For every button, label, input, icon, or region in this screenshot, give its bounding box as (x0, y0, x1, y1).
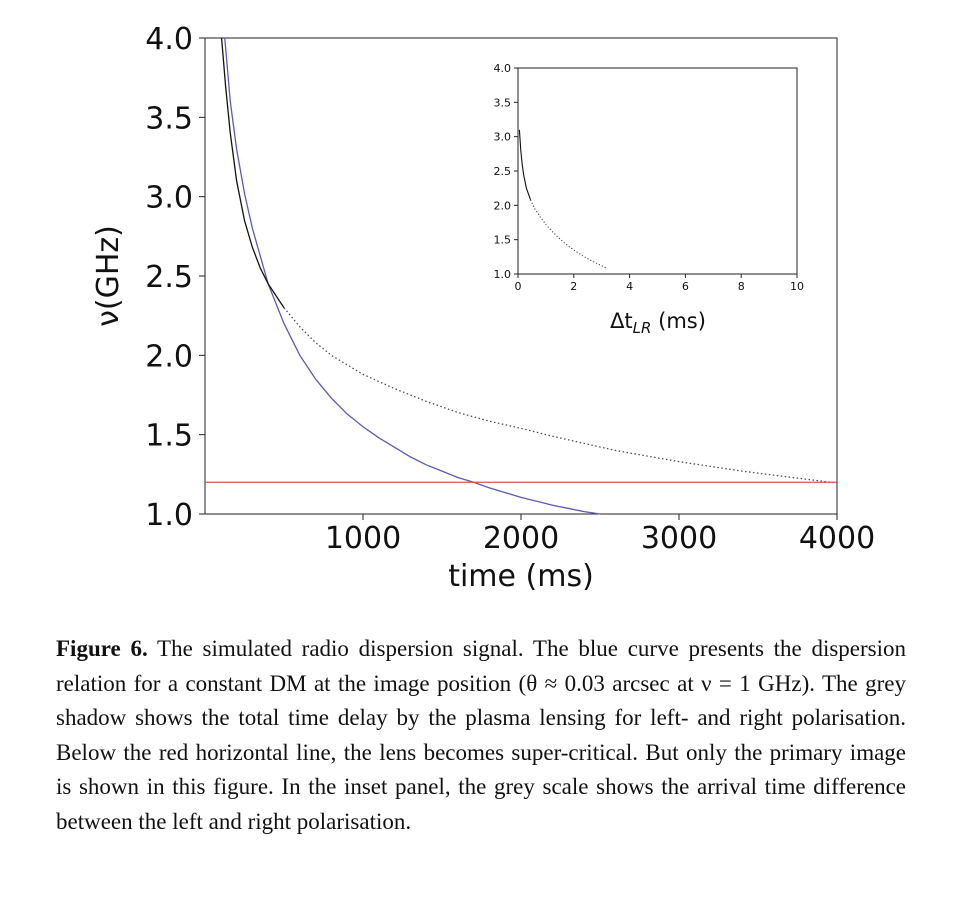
figure-caption: Figure 6. The simulated radio dispersion… (56, 632, 906, 839)
inset-panel: 1.0 1.5 2.0 2.5 3.0 3.5 4.0 0 2 4 6 8 10 ΔtLR (ms) (494, 62, 805, 337)
main-series-1-dotted (283, 307, 838, 484)
main-series-1-solid (220, 37, 285, 309)
caption-label: Figure 6. (56, 636, 148, 661)
main-y-tick-label: 1.5 (145, 419, 193, 454)
inset-series-0-dotted (530, 199, 608, 270)
inset-y-tick-label: 2.5 (494, 165, 512, 178)
inset-x-tick-label: 0 (515, 280, 522, 293)
inset-y-tick-label: 2.0 (494, 199, 512, 212)
caption-text: The simulated radio dispersion signal. T… (56, 636, 906, 834)
inset-y-tick-label: 3.0 (494, 131, 512, 144)
main-x-tick-label: 2000 (483, 521, 559, 556)
main-y-tick-label: 2.5 (145, 260, 193, 295)
main-x-tick-label: 4000 (799, 521, 875, 556)
main-y-tick-label: 3.5 (145, 101, 193, 136)
inset-x-tick-label: 2 (570, 280, 577, 293)
inset-x-tick-label: 6 (682, 280, 689, 293)
main-series-group (205, 37, 838, 515)
main-x-tick-label: 3000 (641, 521, 717, 556)
main-series-0-line (224, 37, 601, 515)
inset-y-tick-label: 1.5 (494, 234, 512, 247)
inset-x-tick-label: 10 (790, 280, 804, 293)
inset-x-ticks: 0 2 4 6 8 10 (515, 274, 804, 293)
inset-y-tick-label: 1.0 (494, 268, 512, 281)
main-y-tick-label: 1.0 (145, 498, 193, 533)
main-y-tick-label: 3.0 (145, 181, 193, 216)
main-y-ticks: 1.0 1.5 2.0 2.5 3.0 3.5 4.0 (145, 22, 205, 533)
inset-y-tick-label: 4.0 (494, 62, 512, 75)
main-y-axis-label: ν(GHz) (91, 225, 126, 327)
main-y-tick-label: 2.0 (145, 339, 193, 374)
main-x-tick-label: 1000 (325, 521, 401, 556)
inset-series-group (518, 129, 608, 270)
main-x-axis-label: time (ms) (448, 559, 594, 594)
inset-plot-frame (517, 67, 798, 275)
main-panel: 1.0 1.5 2.0 2.5 3.0 3.5 4.0 1000 2000 3000 4000 t… (91, 22, 875, 594)
main-x-ticks: 1000 2000 3000 4000 (325, 514, 875, 556)
inset-x-tick-label: 4 (626, 280, 633, 293)
inset-x-axis-label: ΔtLR (ms) (610, 309, 706, 337)
inset-y-ticks: 1.0 1.5 2.0 2.5 3.0 3.5 4.0 (494, 62, 518, 281)
inset-series-0-solid (518, 129, 532, 201)
inset-x-tick-label: 8 (738, 280, 745, 293)
main-y-tick-label: 4.0 (145, 22, 193, 57)
inset-y-tick-label: 3.5 (494, 96, 512, 109)
figure-chart: 1.0 1.5 2.0 2.5 3.0 3.5 4.0 1000 2000 3000 4000 t… (91, 22, 875, 594)
